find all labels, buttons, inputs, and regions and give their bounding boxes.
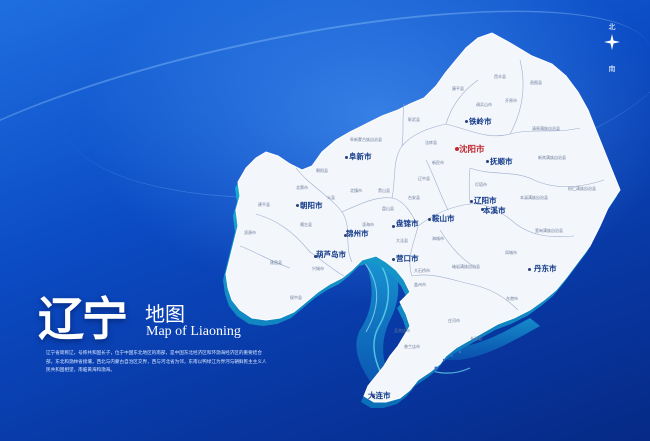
city-dot [392, 225, 395, 228]
county-label: 瓦房店市 [394, 328, 410, 333]
compass-rose: 北 南 [600, 22, 624, 73]
city-dot [392, 258, 395, 261]
county-label: 长海县 [470, 336, 482, 341]
city-dot [528, 268, 531, 271]
city-dot [470, 200, 473, 203]
bay-streak-3 [359, 257, 378, 333]
capital-dot-shenyang [455, 147, 459, 151]
city-dot [481, 208, 484, 211]
county-label: 建昌县 [270, 260, 282, 265]
city-label: 本溪市 [483, 206, 506, 215]
city-dot [372, 395, 375, 398]
county-label: 本溪满族自治县 [520, 195, 548, 200]
county-label: 北票市 [296, 185, 308, 190]
county-label: 盖州市 [414, 282, 426, 287]
county-label: 法库县 [425, 140, 437, 145]
county-label: 大石桥市 [414, 268, 430, 273]
county-label: 桓仁满族自治县 [568, 186, 596, 191]
county-label: 大洼县 [396, 238, 408, 243]
city-label: 铁岭市 [469, 117, 492, 126]
coast-islands [434, 350, 462, 370]
bohai-bay-streaks [352, 246, 399, 395]
county-label: 义县 [327, 195, 335, 200]
city-label: 营口市 [396, 254, 419, 263]
map-title-suffix: 地图 [145, 302, 185, 326]
county-label: 东港市 [506, 296, 518, 301]
county-label: 建平县 [258, 202, 270, 207]
city-label: 丹东市 [534, 264, 557, 273]
city-dot [314, 255, 317, 258]
county-label: 凌源市 [244, 230, 256, 235]
county-label: 辽中县 [418, 176, 430, 181]
county-label: 调兵山市 [476, 102, 492, 107]
county-label: 阜新蒙古族自治县 [350, 137, 382, 142]
county-label: 灯塔市 [475, 182, 487, 187]
county-label: 宽甸满族自治县 [535, 228, 563, 233]
compass-star-icon [604, 34, 620, 50]
city-label: 朝阳市 [300, 201, 323, 210]
map-land [225, 32, 621, 403]
compass-south-label: 南 [608, 65, 616, 73]
city-label: 盘锦市 [396, 219, 419, 228]
county-label: 黑山县 [378, 188, 390, 193]
county-label: 昌图县 [530, 80, 542, 85]
city-dot [296, 204, 299, 207]
yellow-sea-streaks [440, 318, 540, 361]
city-label: 锦州市 [346, 229, 369, 238]
intro-paragraph: 辽宁省简称辽，号称共和国长子，位于中国东北地区的南部，是中国东北经济区和环渤海经… [46, 351, 267, 373]
compass-north-label: 北 [608, 23, 616, 31]
city-dot [465, 120, 468, 123]
county-label: 朝阳县 [316, 168, 328, 173]
city-dot [486, 160, 489, 163]
city-dot [428, 218, 431, 221]
city-label: 鞍山市 [432, 214, 455, 223]
county-label: 台安县 [408, 195, 420, 200]
city-dot [344, 234, 347, 237]
county-label: 北镇市 [350, 188, 362, 193]
city-label: 大连市 [368, 391, 391, 400]
county-label: 庄河市 [448, 318, 460, 323]
county-label: 西丰县 [494, 74, 506, 79]
county-label: 彰武县 [408, 117, 420, 122]
county-label: 凤城市 [505, 250, 517, 255]
county-label: 兴城市 [312, 266, 324, 271]
map-title-english: Map of Liaoning [146, 324, 241, 339]
county-label: 绥中县 [290, 295, 302, 300]
county-label: 海城市 [432, 236, 444, 241]
city-label: 沈阳市 [459, 145, 485, 155]
city-label: 阜新市 [349, 152, 372, 161]
county-label: 岫岩满族自治县 [452, 264, 480, 269]
prefecture-borders [239, 59, 605, 311]
county-label: 新宾满族自治县 [538, 155, 566, 160]
county-label: 普兰店市 [404, 344, 420, 349]
county-label: 康平县 [452, 86, 464, 91]
county-label: 开原市 [505, 98, 517, 103]
city-label: 抚顺市 [490, 157, 513, 166]
city-label: 葫芦岛市 [316, 250, 346, 259]
county-label: 新民市 [432, 160, 444, 165]
map-title-chinese: 辽宁 [38, 292, 128, 346]
county-label: 凌海市 [362, 222, 374, 227]
city-label: 辽阳市 [474, 196, 497, 205]
city-dot [345, 156, 348, 159]
county-label: 盘山县 [382, 206, 394, 211]
county-label: 清原满族自治县 [532, 126, 560, 131]
county-label: 喀左县 [300, 222, 312, 227]
